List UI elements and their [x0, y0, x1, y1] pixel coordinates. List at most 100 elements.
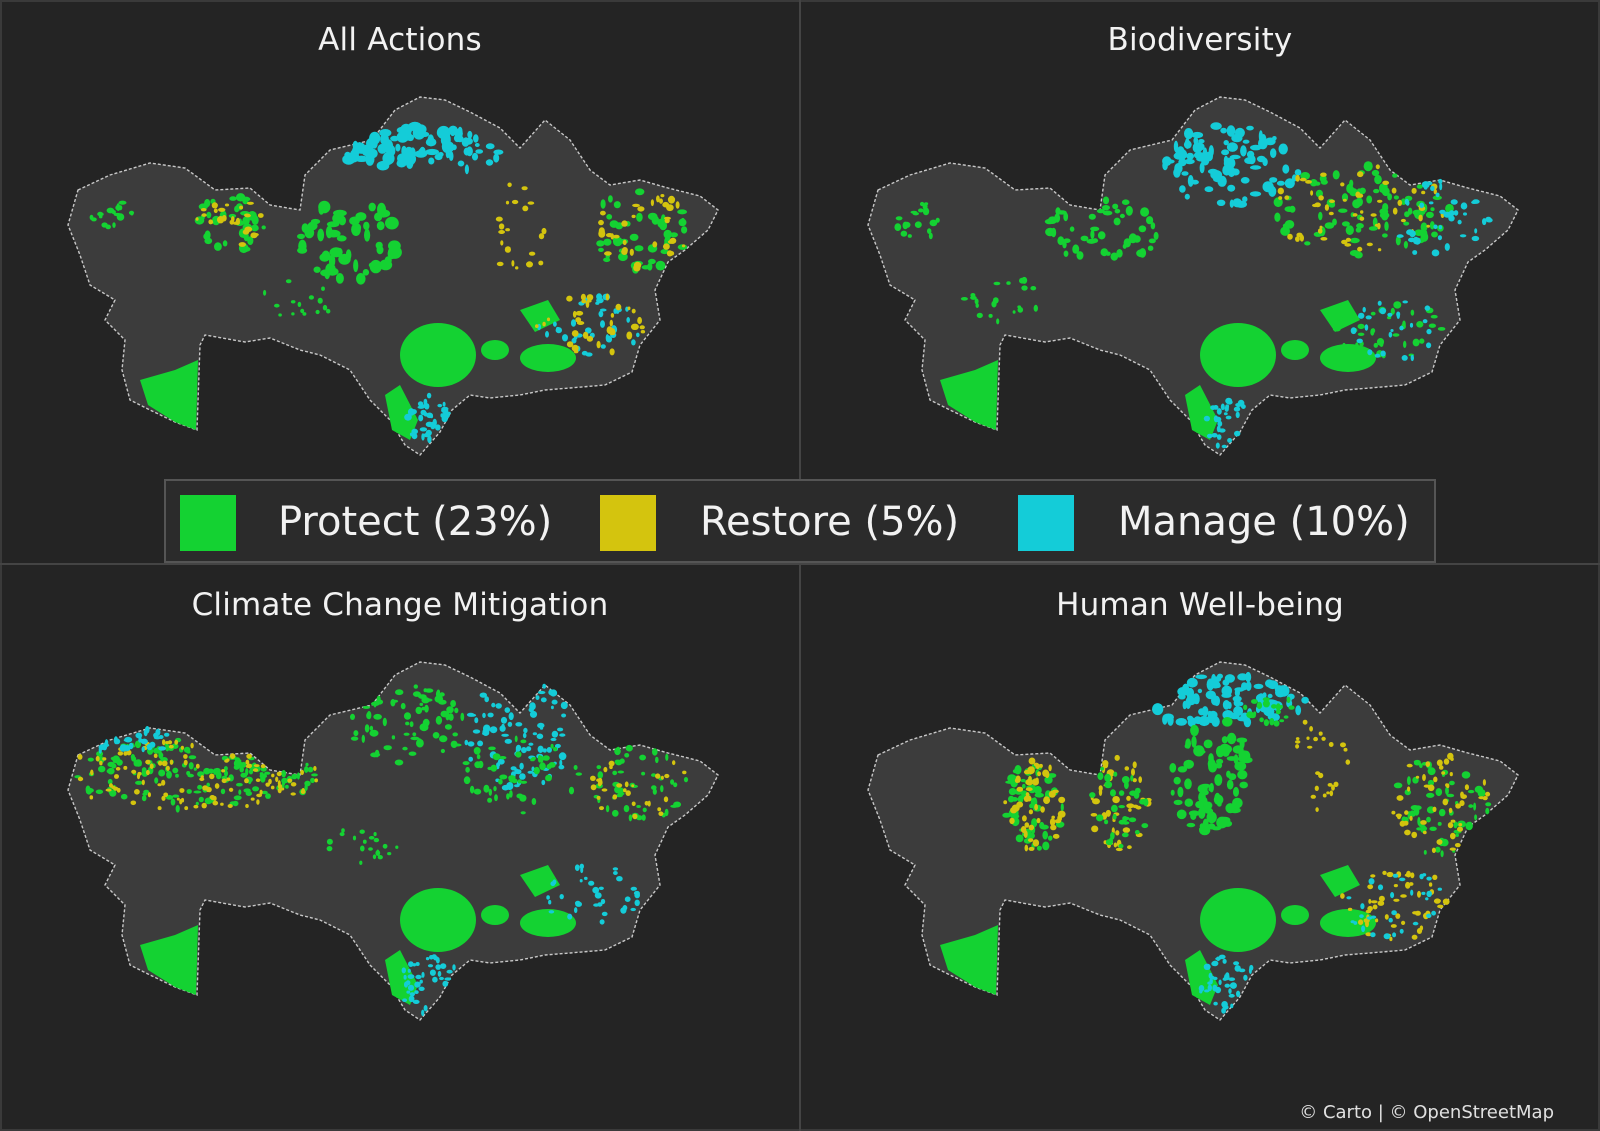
restore-area — [157, 806, 162, 811]
protect-area — [453, 743, 462, 747]
protect-area — [1051, 227, 1057, 238]
protect-area — [1090, 226, 1100, 232]
manage-area — [1391, 910, 1397, 916]
protect-area — [89, 214, 94, 220]
restore-area — [1340, 893, 1345, 899]
protect-area — [1221, 745, 1231, 757]
manage-area — [1425, 897, 1429, 901]
manage-area — [477, 740, 484, 747]
protect-area — [1419, 763, 1423, 768]
protect-area — [1368, 226, 1378, 231]
protect-area — [1379, 212, 1390, 219]
manage-area — [431, 954, 437, 960]
protect-area — [1427, 779, 1435, 786]
protect-area — [1017, 795, 1024, 804]
restore-area — [1051, 815, 1055, 819]
protect-area — [1211, 826, 1222, 831]
restore-area — [1433, 776, 1438, 783]
manage-area — [425, 421, 434, 427]
protect-area — [1183, 759, 1194, 769]
restore-area — [1098, 785, 1103, 792]
manage-area — [1227, 168, 1235, 174]
restore-area — [130, 800, 137, 806]
protect-area — [454, 707, 459, 714]
manage-area — [600, 898, 606, 905]
restore-area — [660, 194, 665, 198]
manage-area — [1438, 225, 1443, 230]
manage-area — [1224, 983, 1231, 988]
restore-area — [1329, 790, 1334, 797]
protect-area — [422, 718, 430, 727]
protect-area — [432, 732, 440, 739]
restore-area — [1342, 198, 1347, 202]
restore-area — [162, 739, 166, 746]
protect-area — [1036, 845, 1042, 851]
manage-area — [529, 710, 538, 718]
protect-area — [224, 770, 228, 777]
protect-area — [1446, 793, 1455, 798]
restore-area — [515, 266, 519, 270]
manage-area — [1199, 989, 1203, 994]
manage-area — [514, 770, 518, 775]
restore-area — [1025, 787, 1033, 792]
manage-area — [585, 352, 593, 357]
protect-area — [1221, 736, 1228, 744]
protect-area — [1440, 850, 1444, 858]
manage-area — [467, 130, 473, 139]
manage-area — [1208, 145, 1214, 157]
manage-area — [1228, 993, 1235, 998]
protect-area — [673, 801, 682, 808]
protect-area — [907, 234, 912, 238]
restore-area — [257, 213, 264, 218]
protect-area — [1420, 232, 1429, 242]
restore-area — [1037, 771, 1042, 777]
protect-area — [1395, 235, 1401, 246]
protect-area — [1143, 798, 1149, 807]
manage-area — [409, 992, 415, 997]
manage-area — [1424, 305, 1431, 311]
protect-area — [474, 761, 482, 769]
manage-area — [426, 392, 432, 399]
protect-area — [1239, 781, 1248, 789]
manage-area — [442, 980, 449, 987]
protect-area — [300, 308, 305, 314]
manage-area — [1216, 199, 1226, 206]
restore-area — [1039, 763, 1043, 768]
manage-area — [468, 713, 477, 717]
protect-area — [1102, 210, 1113, 216]
protect-area — [444, 724, 452, 730]
protect-area — [1039, 824, 1049, 830]
restore-area — [1441, 771, 1446, 775]
manage-area — [1241, 404, 1246, 409]
protect-area — [116, 759, 123, 766]
restore-area — [511, 260, 515, 267]
protect-area — [1355, 197, 1363, 207]
protect-area — [213, 768, 217, 775]
restore-area — [1410, 872, 1415, 879]
restore-area — [1295, 744, 1300, 749]
restore-area — [566, 341, 574, 348]
protect-area — [368, 847, 373, 851]
protect-area — [520, 811, 526, 815]
protect-area — [619, 758, 625, 764]
protect-area — [612, 809, 619, 817]
protect-area — [974, 298, 979, 305]
manage-area — [501, 723, 505, 729]
manage-area — [515, 744, 522, 752]
restore-area — [1396, 813, 1402, 820]
protect-area — [1177, 766, 1188, 773]
protect-area — [635, 188, 645, 196]
protect-area — [395, 845, 399, 849]
restore-area — [1377, 222, 1381, 230]
restore-area — [659, 198, 663, 204]
restore-area — [1378, 895, 1385, 902]
restore-area — [1377, 248, 1382, 252]
protect-area — [1097, 772, 1104, 780]
restore-area — [235, 217, 240, 225]
manage-area — [508, 712, 514, 721]
protect-area — [313, 266, 321, 273]
protect-area — [1274, 212, 1281, 222]
protect-area — [394, 759, 404, 766]
restore-area — [1393, 898, 1400, 902]
manage-area — [437, 970, 442, 977]
